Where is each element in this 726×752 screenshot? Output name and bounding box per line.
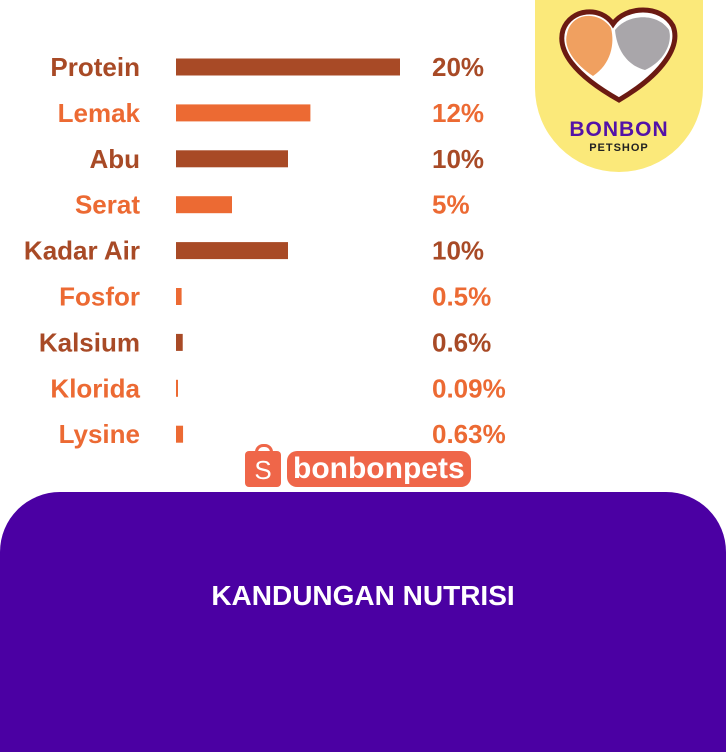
bar xyxy=(176,104,311,122)
value-label: 0.5% xyxy=(432,282,491,312)
category-label: Kalsium xyxy=(39,327,140,357)
bar xyxy=(176,333,183,351)
shopee-bag-icon: S xyxy=(245,444,281,487)
bar xyxy=(176,379,178,397)
shopee-watermark: S bonbonpets xyxy=(245,444,471,487)
category-label: Serat xyxy=(75,190,140,220)
category-label: Lemak xyxy=(58,98,141,128)
footer-title: KANDUNGAN NUTRISI xyxy=(211,580,515,611)
brand-subtitle: PETSHOP xyxy=(589,142,649,154)
footer-panel: KANDUNGAN NUTRISI xyxy=(0,492,726,752)
value-label: 10% xyxy=(432,236,484,266)
bar xyxy=(176,288,182,305)
value-label: 0.6% xyxy=(432,327,491,357)
bar xyxy=(176,196,232,214)
brand-logo: BONBON PETSHOP xyxy=(535,0,703,172)
bar xyxy=(176,425,184,443)
value-label: 12% xyxy=(432,98,484,128)
brand-name: BONBON xyxy=(569,118,669,141)
value-label: 0.63% xyxy=(432,419,506,449)
nutrition-bar-chart: Protein 20% Lemak 12% Abu 10% Serat 5% Kadar Air… xyxy=(24,52,506,449)
watermark-text: bonbonpets xyxy=(287,451,471,487)
category-label: Protein xyxy=(50,52,140,82)
dog-cat-heart-icon xyxy=(559,7,678,103)
category-label: Lysine xyxy=(59,419,140,449)
value-label: 10% xyxy=(432,144,484,174)
category-label: Fosfor xyxy=(59,282,140,312)
bar xyxy=(176,58,400,76)
category-label: Abu xyxy=(89,144,140,174)
category-label: Klorida xyxy=(50,373,140,403)
value-label: 5% xyxy=(432,190,470,220)
bar xyxy=(176,150,288,168)
value-label: 20% xyxy=(432,52,484,82)
category-label: Kadar Air xyxy=(24,236,140,266)
bar xyxy=(176,242,288,260)
value-label: 0.09% xyxy=(432,373,506,403)
